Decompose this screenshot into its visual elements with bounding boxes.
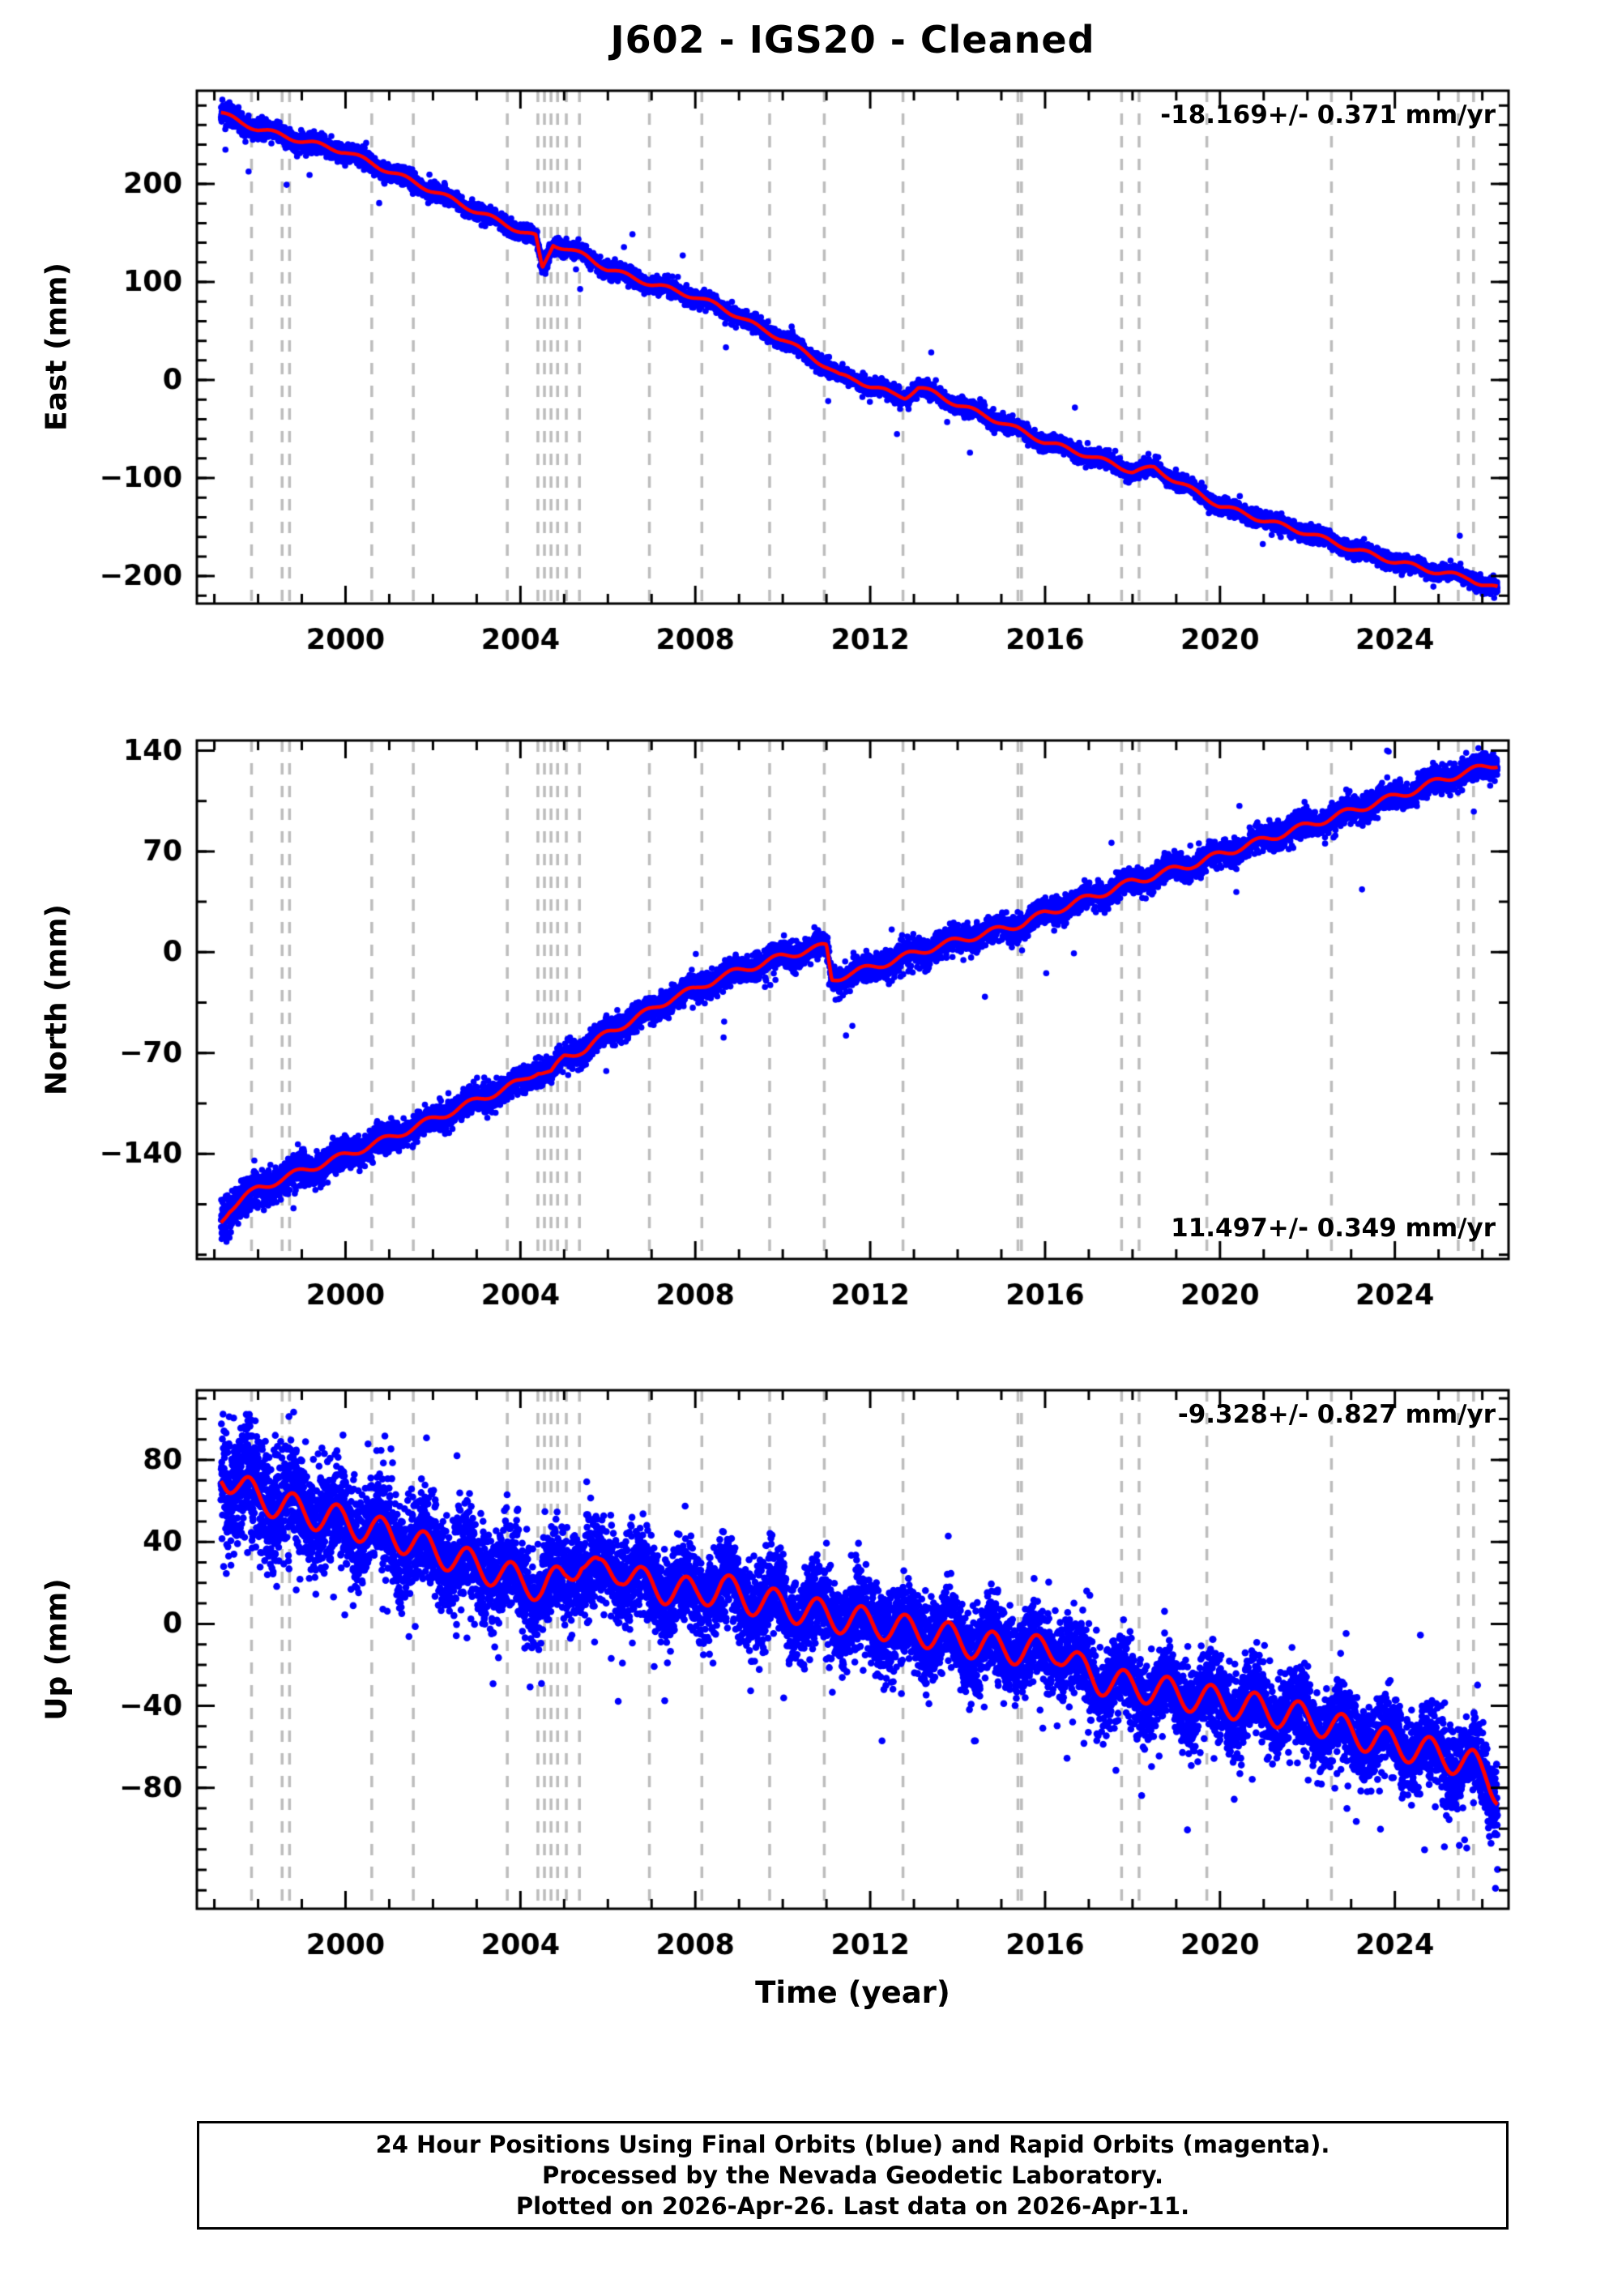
footer-line-processed: Processed by the Nevada Geodetic Laborat… <box>541 2162 1164 2189</box>
footer-line-dates: Plotted on 2026-Apr-26. Last data on 202… <box>515 2192 1190 2220</box>
y-axis-label-north: North (mm) <box>40 904 74 1095</box>
y-axis-label-up: Up (mm) <box>40 1578 74 1721</box>
footer-box: 24 Hour Positions Using Final Orbits (bl… <box>197 2121 1509 2230</box>
page-title: J602 - IGS20 - Cleaned <box>610 18 1095 62</box>
x-axis-label: Time (year) <box>755 1975 950 2010</box>
north-rate-annotation: 11.497+/- 0.349 mm/yr <box>1171 1214 1496 1243</box>
y-axis-label-east: East (mm) <box>40 262 74 431</box>
east-rate-annotation: -18.169+/- 0.371 mm/yr <box>1160 100 1496 130</box>
footer-line-orbits: 24 Hour Positions Using Final Orbits (bl… <box>375 2131 1330 2158</box>
up-rate-annotation: -9.328+/- 0.827 mm/yr <box>1177 1400 1496 1429</box>
